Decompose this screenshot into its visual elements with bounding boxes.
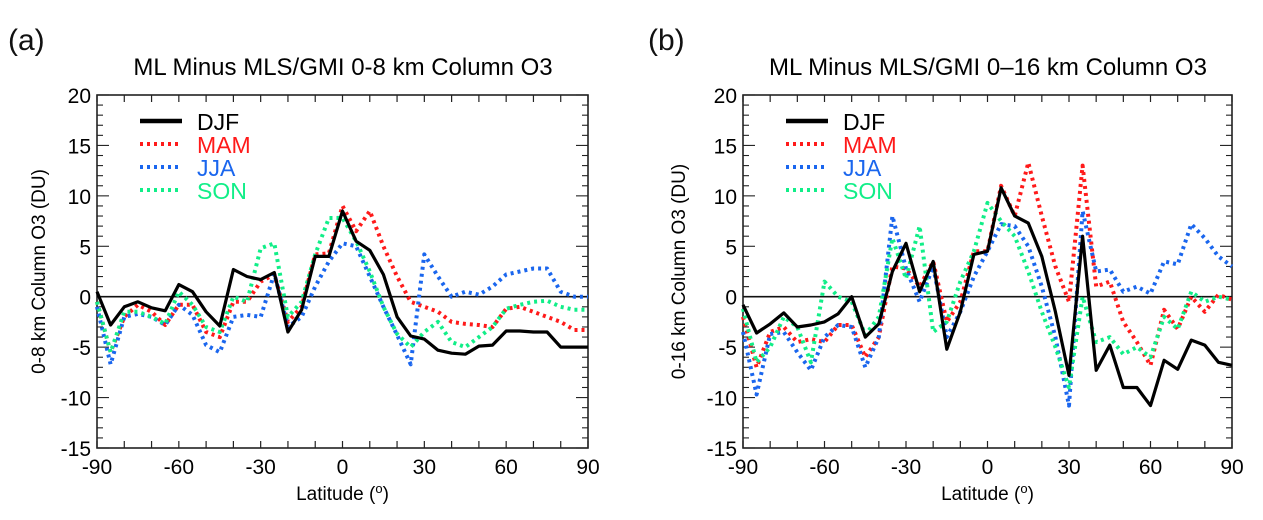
- y-tick-label: -15: [707, 438, 737, 461]
- y-tick-label: 20: [68, 85, 91, 108]
- chart-title: ML Minus MLS/GMI 0–16 km Column O3: [769, 54, 1207, 81]
- plot-frame: [96, 94, 589, 449]
- x-tick-label: 30: [413, 456, 436, 479]
- legend-label-son: SON: [197, 178, 247, 204]
- x-tick-label: -60: [809, 456, 839, 479]
- x-tick-label: -30: [245, 456, 275, 479]
- legend-label-jja: JJA: [197, 155, 236, 181]
- panel-a: (a)ML Minus MLS/GMI 0-8 km Column O3-90-…: [8, 24, 600, 505]
- x-axis-label-close: ): [383, 484, 389, 505]
- y-tick-label: 5: [79, 236, 91, 259]
- series-line-jja: [95, 241, 588, 367]
- x-axis-label: Latitude (o): [296, 481, 389, 505]
- x-tick-label: 90: [1220, 456, 1243, 479]
- panel-b: (b) ML Minus MLS/GMI 0–16 km Column O3 -90…: [648, 24, 1244, 505]
- x-tick-label: 30: [1057, 456, 1080, 479]
- legend-label-djf: DJF: [197, 109, 239, 135]
- x-axis-label-main: Latitude (: [296, 484, 376, 505]
- y-tick-label: -5: [718, 337, 737, 360]
- x-tick-label: -60: [164, 456, 194, 479]
- x-axis-label-main: Latitude (: [941, 484, 1021, 505]
- x-axis-label-degree: o: [1020, 481, 1027, 496]
- legend-label-son: SON: [843, 178, 893, 204]
- y-tick-label: 10: [68, 186, 91, 209]
- y-tick-label: 0: [79, 287, 91, 310]
- y-tick-label: -10: [61, 388, 91, 411]
- x-axis-label-close: ): [1028, 484, 1034, 505]
- y-tick-label: -5: [72, 337, 91, 360]
- series-line-son: [741, 200, 1233, 390]
- y-tick-label: -10: [707, 388, 737, 411]
- y-axis-label: 0-8 km Column O3 (DU): [29, 169, 50, 374]
- legend-label-djf: DJF: [843, 109, 885, 135]
- y-tick-label: 15: [714, 135, 737, 158]
- legend-label-mam: MAM: [197, 132, 251, 158]
- x-tick-label: -90: [82, 456, 112, 479]
- panel-label: (b): [648, 24, 685, 57]
- x-tick-label: -30: [891, 456, 921, 479]
- chart-title: ML Minus MLS/GMI 0-8 km Column O3: [133, 54, 552, 81]
- x-tick-label: 60: [494, 456, 517, 479]
- panel-label: (a): [8, 24, 45, 57]
- y-tick-label: 20: [714, 85, 737, 108]
- legend-label-mam: MAM: [843, 132, 897, 158]
- x-axis-label-degree: o: [375, 481, 382, 496]
- y-axis-label: 0-16 km Column O3 (DU): [669, 164, 690, 379]
- legend-label-jja: JJA: [843, 155, 882, 181]
- x-tick-label: 0: [982, 456, 994, 479]
- y-tick-label: 10: [714, 186, 737, 209]
- y-tick-label: 5: [725, 236, 737, 259]
- series-line-djf: [741, 186, 1233, 408]
- x-tick-label: 60: [1139, 456, 1162, 479]
- y-tick-label: 15: [68, 135, 91, 158]
- series-line-djf: [95, 209, 588, 356]
- y-tick-label: -15: [61, 438, 91, 461]
- x-tick-label: 90: [576, 456, 599, 479]
- x-tick-label: -90: [728, 456, 758, 479]
- y-tick-label: 0: [725, 287, 737, 310]
- x-tick-label: 0: [337, 456, 349, 479]
- x-axis-label: Latitude (o): [941, 481, 1034, 505]
